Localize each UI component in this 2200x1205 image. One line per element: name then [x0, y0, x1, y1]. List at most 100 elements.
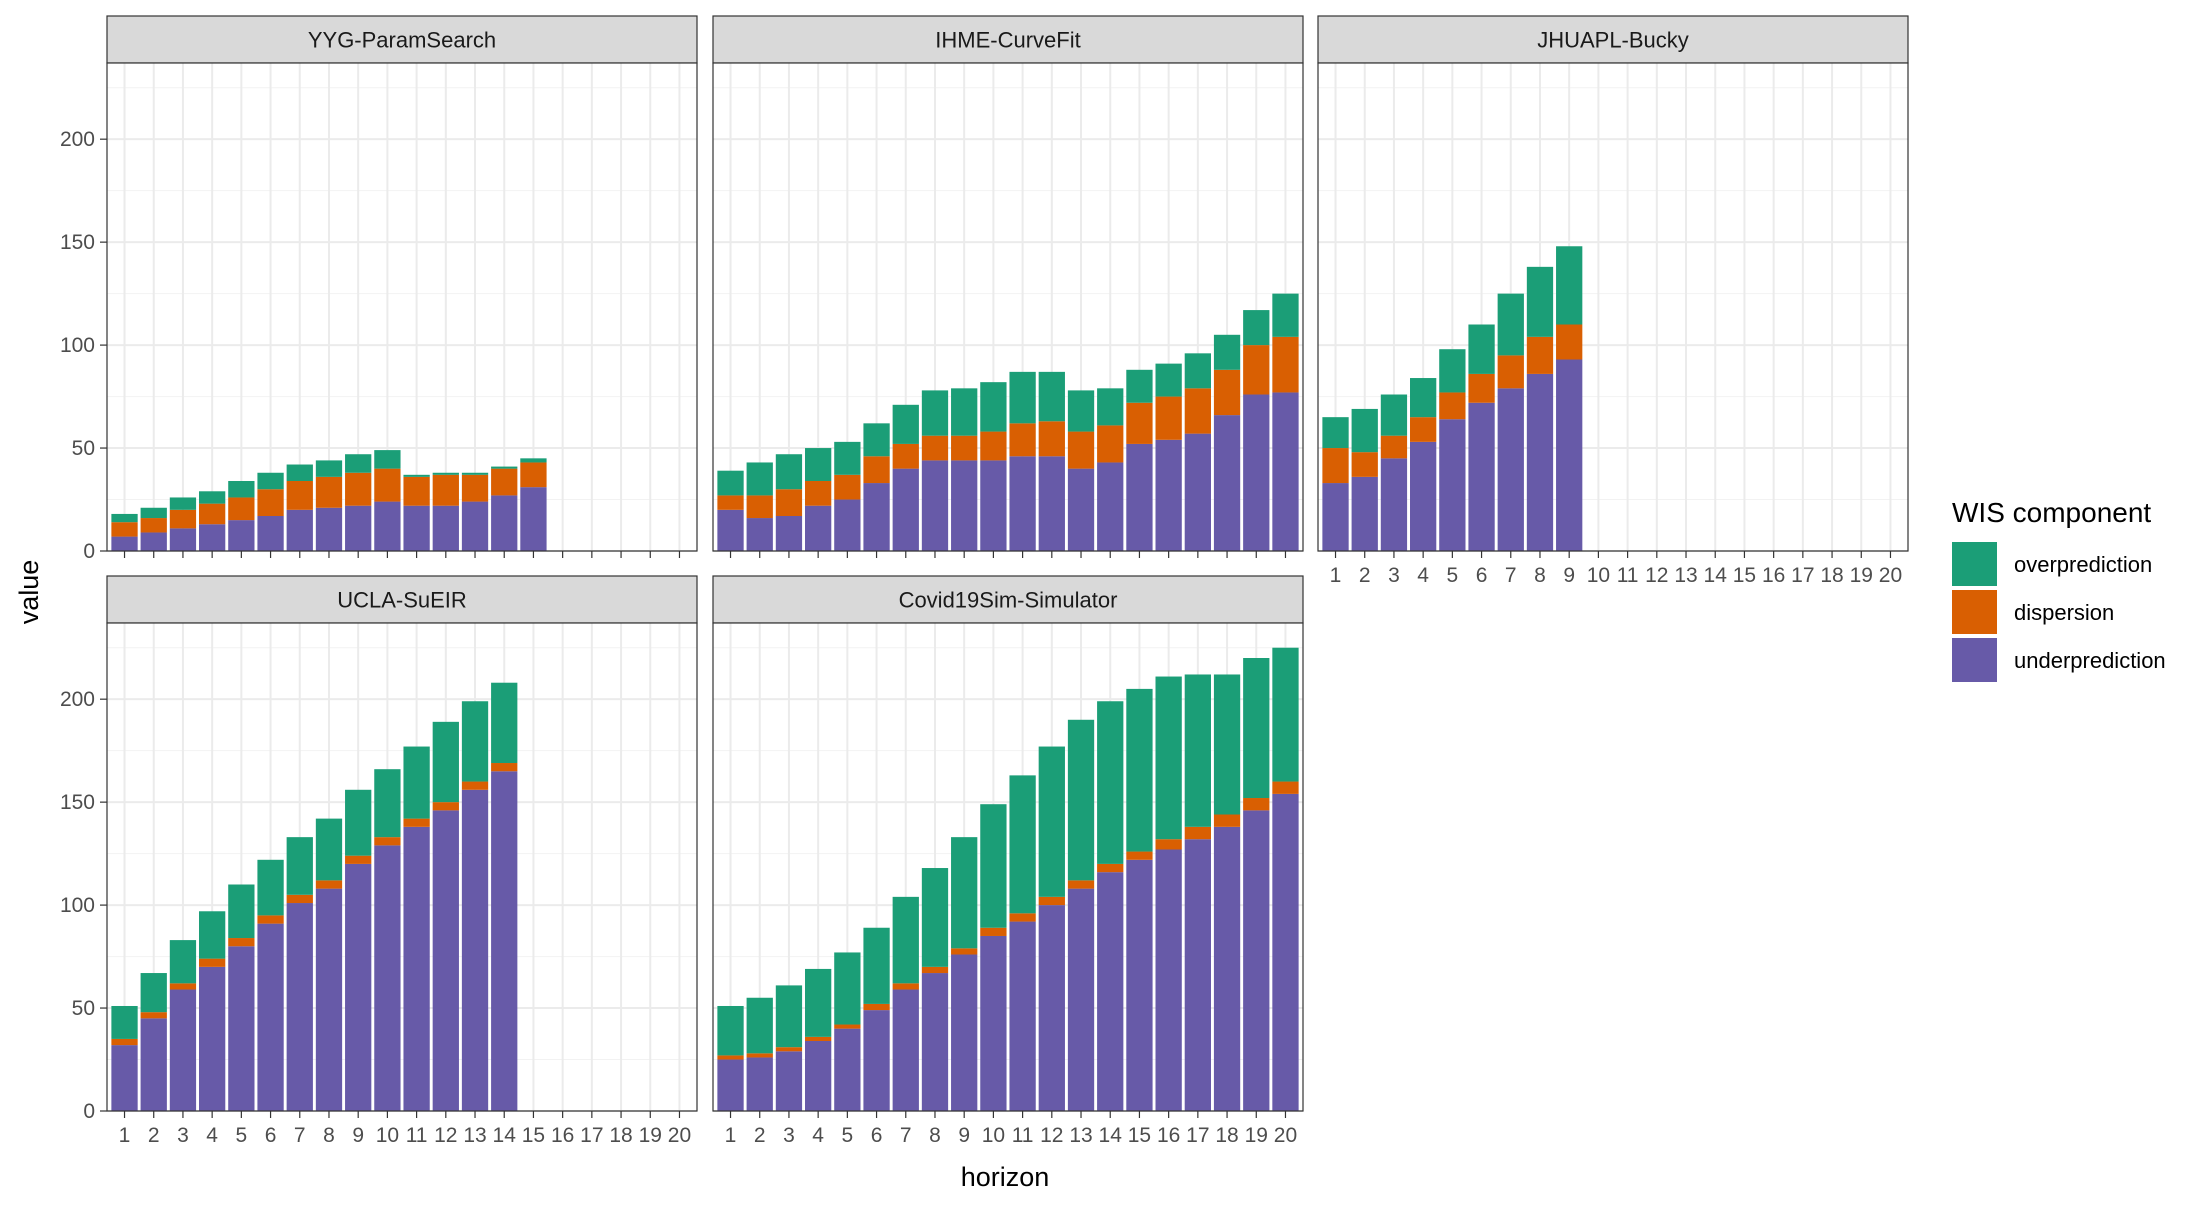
bar-segment-overprediction [491, 682, 518, 764]
bar-segment-overprediction [520, 458, 547, 463]
bar-segment-dispersion [1439, 392, 1466, 420]
x-tick-label: 15 [522, 1124, 545, 1147]
facet-title: YYG-ParamSearch [308, 28, 496, 53]
bar-segment-dispersion [461, 474, 489, 502]
x-tick-label: 12 [1040, 1124, 1063, 1147]
bar-segment-underprediction [1272, 392, 1299, 551]
bar-segment-overprediction [1067, 390, 1095, 432]
bar-segment-underprediction [775, 1051, 803, 1111]
bar-segment-overprediction [111, 513, 138, 523]
bar-segment-underprediction [1556, 359, 1583, 551]
bar-segment-underprediction [980, 460, 1007, 551]
bar-segment-underprediction [1126, 859, 1153, 1111]
bar-segment-overprediction [921, 868, 949, 967]
bar-segment-underprediction [980, 935, 1007, 1111]
bar-segment-dispersion [345, 855, 372, 864]
legend-key-dispersion [1952, 590, 1997, 634]
panel-border [712, 622, 1304, 1112]
legend: WIS component overprediction dispersion und… [1952, 497, 2166, 682]
bar-segment-dispersion [892, 443, 919, 469]
bar-segment-underprediction [228, 946, 255, 1111]
bar-segment-dispersion [805, 1036, 832, 1041]
bar-segment-dispersion [1468, 373, 1495, 403]
bar-segment-underprediction [1184, 839, 1211, 1111]
bar-segment-underprediction [805, 1040, 832, 1111]
bar-segment-underprediction [746, 518, 773, 551]
bar-segment-dispersion [228, 938, 255, 947]
x-tick-label: 19 [639, 1124, 662, 1147]
bar-segment-dispersion [980, 927, 1007, 936]
bar-segment-overprediction [111, 1005, 138, 1039]
bar-segment-overprediction [1497, 293, 1524, 356]
bar-segment-underprediction [1184, 433, 1211, 551]
bar-segment-underprediction [834, 499, 861, 551]
x-tick-label: 2 [754, 1124, 766, 1147]
bar-segment-underprediction [403, 826, 430, 1111]
bar-segment-overprediction [1184, 353, 1211, 389]
bar-segment-overprediction [1097, 701, 1124, 864]
bar-segment-overprediction [1213, 334, 1241, 370]
x-tick-label: 19 [1850, 564, 1873, 587]
legend-label: overprediction [2014, 552, 2152, 577]
bar-segment-overprediction [1468, 324, 1495, 374]
bar-segment-overprediction [717, 470, 744, 496]
bar-segment-overprediction [1009, 775, 1036, 914]
bar-segment-dispersion [1497, 355, 1524, 389]
y-tick-label: 200 [60, 688, 95, 711]
bar-segment-overprediction [1126, 369, 1153, 403]
x-tick-label: 15 [1128, 1124, 1151, 1147]
x-tick-label: 8 [929, 1124, 941, 1147]
bar-segment-underprediction [1009, 921, 1036, 1111]
x-tick-label: 17 [580, 1124, 603, 1147]
x-tick-label: 19 [1245, 1124, 1268, 1147]
x-tick-label: 1 [1330, 564, 1342, 587]
bar-segment-dispersion [345, 472, 372, 506]
bar-segment-dispersion [980, 431, 1007, 461]
bar-segment-dispersion [199, 958, 226, 967]
y-tick-label: 100 [60, 894, 95, 917]
bar-segment-overprediction [140, 507, 167, 519]
panel-border [106, 62, 698, 552]
bar-segment-overprediction [921, 390, 949, 436]
bar-segment-underprediction [1009, 456, 1036, 551]
bar-segment-underprediction [1038, 456, 1065, 551]
x-tick-label: 8 [323, 1124, 335, 1147]
bar-segment-overprediction [491, 466, 518, 469]
x-tick-label: 10 [376, 1124, 399, 1147]
facet-title: IHME-CurveFit [935, 28, 1080, 53]
bar-segment-dispersion [1155, 396, 1182, 440]
bar-segment-dispersion [169, 983, 197, 990]
x-tick-label: 13 [463, 1124, 486, 1147]
bar-segment-underprediction [1468, 402, 1495, 551]
bar-segment-overprediction [1272, 647, 1299, 782]
bar-segment-underprediction [199, 966, 226, 1111]
bar-segment-dispersion [1272, 781, 1299, 794]
bar-segment-dispersion [286, 480, 313, 510]
bar-segment-overprediction [1351, 408, 1378, 453]
facet-strip [106, 15, 698, 64]
bar-segment-dispersion [1067, 880, 1095, 889]
x-tick-label: 10 [1587, 564, 1610, 587]
bar-segment-overprediction [775, 985, 803, 1048]
bar-segment-overprediction [432, 472, 459, 475]
legend-title: WIS component [1952, 497, 2151, 528]
y-tick-label: 150 [60, 791, 95, 814]
bar-segment-overprediction [746, 997, 773, 1054]
bar-segment-dispersion [951, 948, 978, 955]
bar-segment-underprediction [257, 515, 284, 551]
bar-segment-overprediction [1155, 363, 1182, 397]
bar-segment-underprediction [228, 520, 255, 551]
bar-segment-dispersion [432, 802, 459, 811]
bar-segment-overprediction [1067, 719, 1095, 881]
bar-segment-dispersion [315, 476, 343, 508]
bar-segment-overprediction [1009, 371, 1036, 424]
y-tick-label: 50 [72, 437, 95, 460]
bar-segment-underprediction [1038, 905, 1065, 1111]
bar-segment-overprediction [345, 789, 372, 856]
bar-segment-overprediction [169, 497, 197, 510]
bar-segment-overprediction [746, 462, 773, 496]
y-tick-label: 100 [60, 334, 95, 357]
x-tick-label: 18 [1820, 564, 1843, 587]
x-tick-label: 9 [1563, 564, 1575, 587]
y-tick-label: 0 [83, 540, 95, 563]
